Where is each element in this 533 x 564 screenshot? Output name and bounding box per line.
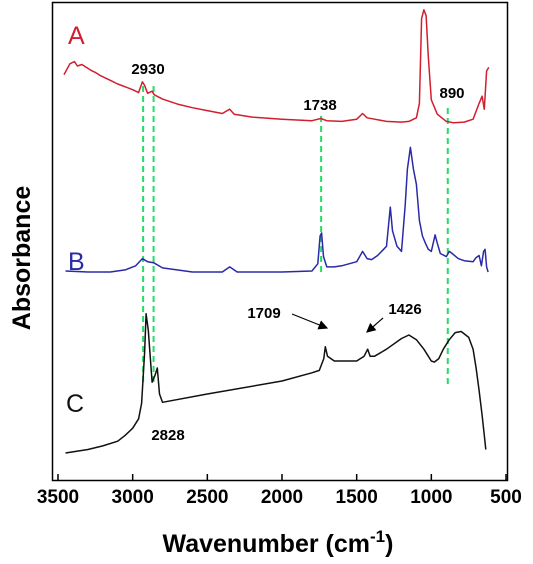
x-axis-title: Wavenumber (cm-1) <box>163 527 394 558</box>
x-tick-label: 2500 <box>186 487 228 508</box>
x-axis-title-close: ) <box>385 530 393 558</box>
series-line-b <box>65 146 489 273</box>
y-axis-title: Absorbance <box>8 186 36 331</box>
x-tick-label: 2000 <box>261 487 303 508</box>
annotation-label: 1709 <box>247 305 280 322</box>
x-tick-label: 500 <box>490 487 522 508</box>
series-line-a <box>63 9 490 124</box>
plot-frame <box>51 1 509 482</box>
annotation-label: 2828 <box>151 427 184 444</box>
annotation-arrow <box>291 313 329 330</box>
annotations: 2930 1738 890 1709 1426 2828 <box>131 61 464 444</box>
series-label-b: B <box>68 248 85 276</box>
x-axis-title-main: Wavenumber (cm <box>163 530 370 558</box>
series-layer: A B C <box>63 9 490 454</box>
series-label-a: A <box>68 22 85 50</box>
x-tick-label: 1000 <box>410 487 452 508</box>
annotation-label: 1738 <box>303 97 336 114</box>
annotation-label: 2930 <box>131 61 164 78</box>
x-axis-ticks: 3500 3000 2500 2000 1500 1000 500 <box>37 474 522 508</box>
reference-lines <box>142 86 449 386</box>
x-tick-label: 3500 <box>37 487 79 508</box>
annotation-label: 890 <box>439 85 464 102</box>
series-label-c: C <box>66 390 84 418</box>
x-tick-label: 3000 <box>112 487 154 508</box>
x-axis-title-sup: -1 <box>370 527 385 546</box>
series-line-c <box>65 313 487 454</box>
annotation-arrow <box>366 317 384 333</box>
x-tick-label: 1500 <box>336 487 378 508</box>
annotation-label: 1426 <box>388 301 421 318</box>
